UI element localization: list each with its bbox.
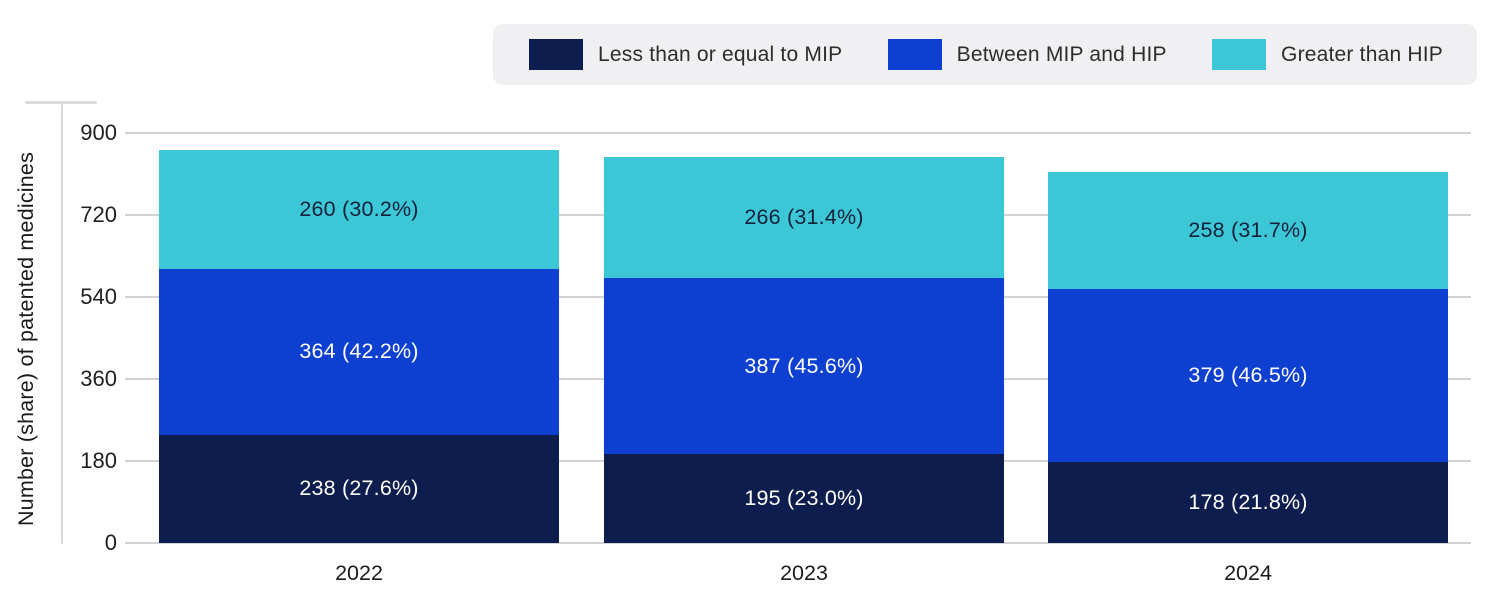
segment-between-mip-and-hip: 387 (45.6%) [604,277,1004,455]
gridline-900 [125,132,1471,134]
segment-value-label: 266 (31.4%) [744,204,864,229]
bar-2023: 195 (23.0%) 387 (45.6%) 266 (31.4%) [604,156,1004,543]
segment-value-label: 387 (45.6%) [744,353,864,378]
bar-2024: 178 (21.8%) 379 (46.5%) 258 (31.7%) [1048,171,1448,543]
legend-swatch [1212,39,1267,70]
segment-value-label: 178 (21.8%) [1188,489,1308,514]
x-tick-label-2022: 2022 [335,561,383,585]
legend-swatch [529,39,583,70]
legend: Less than or equal to MIP Between MIP and… [493,24,1477,85]
y-tick-label-360: 360 [80,366,117,391]
gridline-0 [125,542,1471,544]
segment-greater-than-hip: 260 (30.2%) [159,150,559,269]
segment-between-mip-and-hip: 364 (42.2%) [159,268,559,435]
segment-greater-than-hip: 266 (31.4%) [604,156,1004,278]
x-tick-label-2023: 2023 [780,561,828,585]
y-tick-label-900: 900 [80,120,117,145]
segment-value-label: 379 (46.5%) [1188,363,1308,388]
y-tick-label-180: 180 [80,448,117,473]
segment-value-label: 195 (23.0%) [744,486,864,511]
segment-between-mip-and-hip: 379 (46.5%) [1048,289,1448,462]
segment-value-label: 364 (42.2%) [299,339,419,364]
x-tick-label-2024: 2024 [1224,561,1272,585]
y-axis-top-cap [25,101,97,104]
segment-less-than-or-equal-to-mip: 178 (21.8%) [1048,461,1448,543]
legend-item-greater-than-hip: Greater than HIP [1212,39,1443,70]
segment-less-than-or-equal-to-mip: 238 (27.6%) [159,434,559,543]
y-axis-line [61,104,63,544]
segment-value-label: 258 (31.7%) [1188,218,1308,243]
segment-value-label: 238 (27.6%) [299,476,419,501]
legend-item-label: Between MIP and HIP [956,42,1167,66]
legend-item-between-mip-and-hip: Between MIP and HIP [887,39,1167,70]
bar-2022: 238 (27.6%) 364 (42.2%) 260 (30.2%) [159,150,559,543]
segment-value-label: 260 (30.2%) [299,197,419,222]
legend-swatch [887,39,942,70]
legend-item-label: Greater than HIP [1281,42,1443,66]
y-tick-label-540: 540 [80,284,117,309]
y-axis-title: Number (share) of patented medicines [14,151,38,527]
segment-less-than-or-equal-to-mip: 195 (23.0%) [604,454,1004,543]
y-tick-label-720: 720 [80,202,117,227]
y-tick-label-0: 0 [104,530,117,555]
legend-item-less-than-or-equal-to-mip: Less than or equal to MIP [529,39,842,70]
segment-greater-than-hip: 258 (31.7%) [1048,171,1448,290]
legend-item-label: Less than or equal to MIP [598,42,843,66]
